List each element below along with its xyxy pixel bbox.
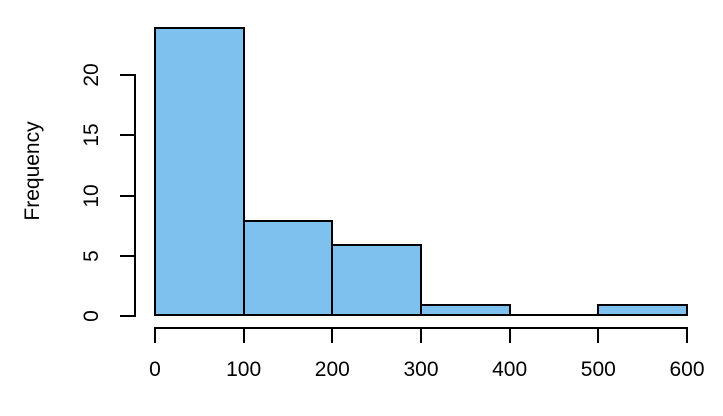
x-tick	[686, 327, 688, 343]
y-tick-label: 5	[80, 249, 103, 262]
x-tick	[154, 327, 156, 343]
x-tick-label: 600	[669, 358, 705, 381]
histogram-zero-bin-line	[508, 314, 600, 316]
y-tick-label: 0	[80, 310, 103, 322]
y-tick	[120, 315, 136, 317]
histogram-bar	[420, 303, 511, 316]
x-tick-label: 400	[492, 358, 528, 381]
y-tick-label: 10	[80, 183, 103, 208]
y-tick	[120, 74, 136, 76]
y-tick	[120, 254, 136, 257]
y-tick	[120, 134, 136, 137]
x-tick-label: 0	[149, 358, 161, 381]
x-tick	[242, 327, 245, 343]
histogram-bar	[154, 26, 245, 316]
x-tick	[420, 327, 422, 343]
histogram-bar	[331, 243, 422, 316]
x-tick-label: 300	[403, 358, 439, 381]
x-tick-label: 200	[314, 358, 350, 381]
y-tick-label: 20	[80, 63, 103, 87]
x-tick-label: 500	[580, 358, 616, 381]
histogram-bar	[597, 303, 688, 316]
y-tick	[120, 194, 136, 197]
y-tick-label: 15	[80, 123, 103, 147]
x-tick	[508, 327, 511, 343]
x-tick	[331, 327, 334, 343]
x-tick-label: 100	[226, 358, 262, 381]
histogram-bar	[242, 219, 334, 316]
x-tick	[597, 327, 600, 343]
y-axis-title: Frequency	[21, 121, 44, 221]
